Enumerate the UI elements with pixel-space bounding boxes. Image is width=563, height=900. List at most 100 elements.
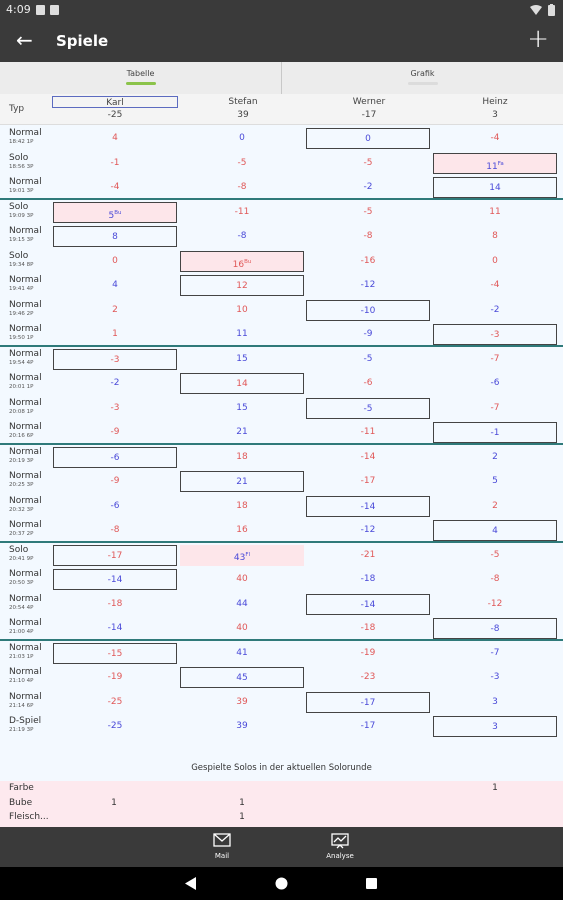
mail-button[interactable]: Mail [192,827,252,867]
score-cell: -14 [53,618,177,639]
score-cell: -9 [53,471,177,492]
game-row[interactable]: Normal 20:01 1P -2 14 -6 -6 [0,371,563,396]
nav-recents-icon[interactable] [366,878,377,889]
score-value: -5 [363,403,373,414]
score-cell: 0 [53,251,177,272]
score-cell: 2 [433,447,557,468]
score-cell: -8 [180,226,304,247]
score-value: -8 [110,525,120,535]
score-cell: -6 [53,446,177,468]
game-time: 20:54 4P [9,604,34,611]
game-time: 21:14 6P [9,702,34,709]
score-value: -12 [360,525,376,535]
game-type-cell: Normal 19:41 4P [9,275,51,293]
score-value: -8 [237,182,247,192]
game-row[interactable]: D-Spiel 21:19 3P -25 39 -17 3 [0,714,563,739]
score-cell: 14 [180,373,304,394]
player-header-heinz[interactable]: Heinz 3 [432,94,558,124]
analyse-button[interactable]: Analyse [310,827,370,867]
score-cell: -18 [306,618,430,639]
score-cell: -11 [306,422,430,443]
game-row[interactable]: Normal 21:10 4P -19 45 -23 -3 [0,665,563,690]
analysis-icon [331,833,349,849]
game-row[interactable]: Normal 19:01 3P -4 -8 -2 14 [0,175,563,200]
score-value: -4 [110,182,120,192]
score-value: 0 [112,255,118,266]
game-row[interactable]: Normal 21:03 1P -15 41 -19 -7 [0,641,563,666]
score-cell: -1 [433,422,557,443]
game-row[interactable]: Normal 19:41 4P 4 12 -12 -4 [0,273,563,298]
score-value: -6 [490,378,500,388]
add-game-button[interactable]: + [527,24,549,54]
game-type: Normal [9,397,42,408]
game-row[interactable]: Normal 20:16 6P -9 21 -11 -1 [0,420,563,445]
score-cell: -8 [433,618,557,639]
score-value: -12 [487,598,503,609]
game-row[interactable]: Normal 20:37 2P -8 16 -12 4 [0,518,563,543]
game-row[interactable]: Normal 20:08 1P -3 15 -5 -7 [0,396,563,421]
back-arrow-icon[interactable]: ← [16,28,33,52]
game-row[interactable]: Normal 19:15 3P 8 -8 -8 8 [0,224,563,249]
game-row[interactable]: Normal 19:46 2P 2 10 -10 -2 [0,298,563,323]
game-row[interactable]: Normal 19:50 1P 1 11 -9 -3 [0,322,563,347]
score-value: -11 [234,206,250,217]
game-type: Normal [9,618,42,628]
game-row[interactable]: Solo 18:56 3P -1 -5 -5 11Fa [0,151,563,176]
solo-count-value: 1 [492,783,498,793]
score-value: -10 [360,305,376,316]
player-header-werner[interactable]: Werner -17 [306,94,432,124]
sim-icon [50,5,59,15]
tab-tabelle[interactable]: Tabelle [0,62,281,94]
score-cell: -25 [53,716,177,737]
system-icons [530,4,555,16]
game-row[interactable]: Normal 20:54 4P -18 44 -14 -12 [0,592,563,617]
game-time: 19:46 2P [9,310,34,317]
game-row[interactable]: Solo 19:09 3P 5Bu -11 -5 11 [0,200,563,225]
game-row[interactable]: Normal 20:50 3P -14 40 -18 -8 [0,567,563,592]
game-time: 19:15 3P [9,237,34,243]
score-cell: -8 [433,569,557,590]
game-row[interactable]: Normal 20:25 3P -9 21 -17 5 [0,469,563,494]
score-value: -9 [110,427,120,437]
tab-grafik[interactable]: Grafik [282,62,563,94]
game-type: Normal [9,691,42,702]
nav-home-icon[interactable] [275,877,288,890]
nav-back-icon[interactable] [185,877,197,890]
game-row[interactable]: Normal 20:32 3P -6 18 -14 2 [0,494,563,519]
score-value: 44 [236,598,248,609]
game-row[interactable]: Solo 20:41 9P -17 43Fl -21 -5 [0,543,563,568]
score-cell: -23 [306,667,430,688]
game-row[interactable]: Normal 21:00 4P -14 40 -18 -8 [0,616,563,641]
game-row[interactable]: Normal 19:54 4P -3 15 -5 -7 [0,347,563,372]
game-time: 20:08 1P [9,408,34,415]
player-total: -25 [107,110,123,120]
game-type-cell: Normal 20:16 6P [9,422,51,440]
player-header-karl[interactable]: Karl -25 [52,94,178,124]
score-cell: 15 [180,398,304,419]
solos-title: Gespielte Solos in der aktuellen Solorun… [191,763,372,773]
score-cell: -12 [306,275,430,296]
game-type-cell: Solo 18:56 3P [9,153,51,171]
battery-icon [548,4,555,16]
game-row[interactable]: Normal 21:14 6P -25 39 -17 3 [0,690,563,715]
game-type-cell: Normal 19:50 1P [9,324,51,342]
score-value: 11 [236,329,248,339]
score-cell: -3 [433,667,557,688]
score-value: -14 [107,575,123,585]
game-row[interactable]: Solo 19:34 8P 0 16Bu -16 0 [0,249,563,274]
score-cell: -2 [433,300,557,321]
game-row[interactable]: Normal 20:19 3P -6 18 -14 2 [0,445,563,470]
score-cell: 21 [180,471,304,492]
bottom-nav: Mail Analyse [0,827,563,867]
score-cell: 43Fl [180,544,304,566]
system-nav-bar [0,867,563,900]
score-cell: -5 [306,202,430,223]
player-header-stefan[interactable]: Stefan 39 [180,94,306,124]
game-table[interactable]: Normal 18:42 1P 4 0 0 -4 Solo 18:56 3P -1 -5 -5 11F… [0,125,563,781]
score-cell: -8 [53,520,177,541]
game-type: Normal [9,348,42,359]
score-cell: 39 [180,716,304,737]
game-time: 19:54 4P [9,359,34,366]
game-row[interactable]: Normal 18:42 1P 4 0 0 -4 [0,126,563,151]
solo-count-row: Bube 1 1 [0,796,563,811]
